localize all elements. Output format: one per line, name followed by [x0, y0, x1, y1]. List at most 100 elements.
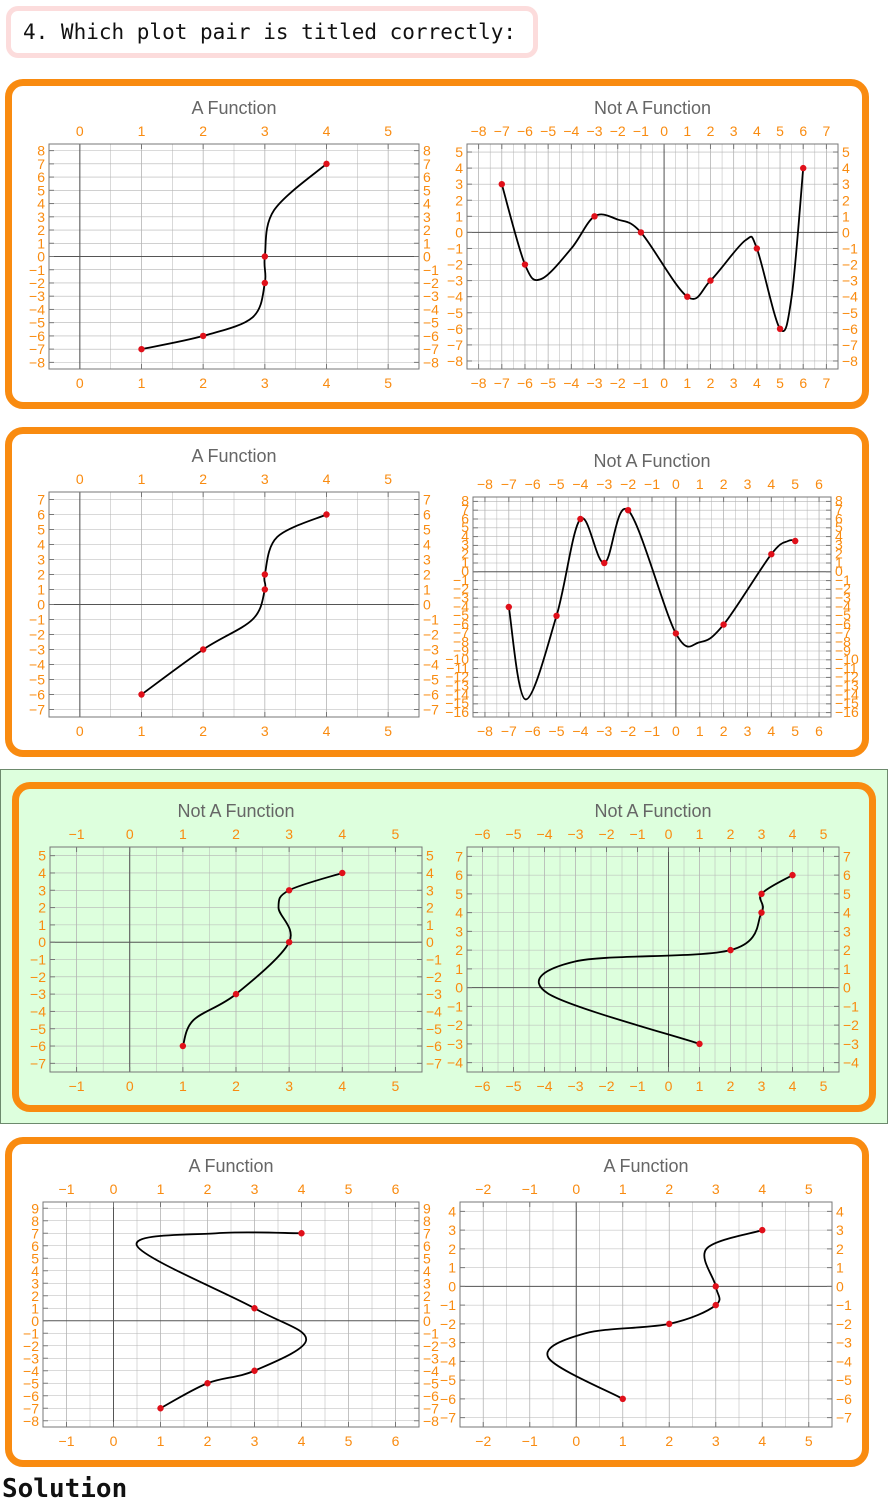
y-tick-label-left: −1 [447, 998, 463, 1014]
y-tick-label-left: 6 [37, 169, 45, 185]
x-tick-label-bottom: 5 [776, 375, 784, 391]
y-tick-label-left: 3 [455, 176, 463, 192]
plot-title-p1-left: A Function [191, 98, 276, 118]
y-tick-label-left: 1 [31, 1300, 39, 1316]
y-tick-label-left: −15 [445, 695, 469, 711]
x-tick-label-top: −1 [630, 826, 646, 842]
data-point-p1-right-4 [684, 293, 691, 300]
y-tick-label-right: 8 [423, 143, 431, 159]
y-tick-label-right: −2 [423, 627, 439, 643]
y-tick-label-left: 1 [37, 582, 45, 598]
x-tick-label-top: 0 [660, 123, 668, 139]
x-tick-label-bottom: 3 [730, 375, 738, 391]
x-tick-label-bottom: −6 [525, 723, 541, 739]
x-tick-label-top: −6 [517, 123, 533, 139]
y-tick-label-right: 4 [836, 1203, 844, 1219]
y-tick-label-right: −5 [423, 315, 439, 331]
y-tick-label-right: 4 [423, 537, 431, 553]
y-tick-label-left: 5 [37, 522, 45, 538]
plot-title-p3-left: Not A Function [177, 801, 294, 821]
y-tick-label-right: −2 [835, 581, 851, 597]
x-tick-label-bottom: 1 [138, 723, 146, 739]
y-tick-label-left: 3 [38, 882, 46, 898]
y-tick-label-left: −4 [447, 1055, 463, 1071]
x-tick-label-top: 0 [126, 826, 134, 842]
y-tick-label-right: −6 [835, 616, 851, 632]
plot-title-p1-right: Not A Function [594, 98, 711, 118]
y-tick-label-left: 5 [38, 848, 46, 864]
y-tick-label-left: −4 [453, 598, 469, 614]
y-tick-label-left: −2 [447, 257, 463, 273]
y-tick-label-left: −4 [23, 1363, 39, 1379]
answer-option-2[interactable]: 0 0 1 1 2 2 3 3 4 4 5 5 −7 −7 −6 −6 −5 −5 −4 −4 −3 −3 −2 −2 −1 −1… [5, 427, 869, 757]
y-tick-label-right: 0 [423, 249, 431, 265]
y-tick-label-left: 7 [37, 492, 45, 508]
y-tick-label-right: −1 [835, 572, 851, 588]
x-tick-label-bottom: −1 [630, 1078, 646, 1094]
y-tick-label-left: −4 [29, 657, 45, 673]
x-tick-label-bottom: −4 [563, 375, 579, 391]
y-tick-label-left: −3 [30, 986, 46, 1002]
x-tick-label-bottom: −1 [644, 723, 660, 739]
y-tick-label-right: 3 [842, 176, 850, 192]
y-tick-label-right: 2 [835, 546, 843, 562]
y-tick-label-right: 5 [843, 886, 851, 902]
x-tick-label-top: −2 [599, 826, 615, 842]
x-tick-label-top: 1 [179, 826, 187, 842]
x-tick-label-top: 2 [232, 826, 240, 842]
y-tick-label-left: 2 [455, 192, 463, 208]
answer-option-3[interactable]: −1 −1 0 0 1 1 2 2 3 3 4 4 5 5 −7 −7 −6 −6 −5 −5 −4 −4 −3 −3 −2 −2… [12, 782, 876, 1112]
y-tick-label-left: 1 [461, 554, 469, 570]
y-tick-label-left: 4 [38, 865, 46, 881]
x-tick-label-bottom: −2 [610, 375, 626, 391]
x-tick-label-bottom: 0 [665, 1078, 673, 1094]
y-tick-label-right: −1 [423, 1325, 439, 1341]
y-tick-label-right: −3 [426, 986, 442, 1002]
data-point-p4-left-4 [298, 1230, 305, 1237]
y-tick-label-left: 7 [455, 848, 463, 864]
y-tick-label-right: 0 [423, 597, 431, 613]
x-tick-label-top: −6 [525, 476, 541, 492]
y-tick-label-left: −2 [30, 969, 46, 985]
y-tick-label-right: −2 [423, 1338, 439, 1354]
y-tick-label-left: 4 [448, 1203, 456, 1219]
y-tick-label-right: −1 [423, 262, 439, 278]
x-tick-label-top: −1 [633, 123, 649, 139]
x-tick-label-bottom: −8 [477, 723, 493, 739]
data-point-p2-right-3 [601, 559, 608, 567]
answer-option-1[interactable]: 0 0 1 1 2 2 3 3 4 4 5 5 −8 −8 −7 −7 −6 −6 −5 −5 −4 −4 −3 −3 −2 −2… [5, 79, 869, 409]
y-tick-label-right: 3 [423, 209, 431, 225]
y-tick-label-left: 4 [455, 905, 463, 921]
y-tick-label-left: 9 [31, 1200, 39, 1216]
grid-p2-left [48, 492, 420, 717]
x-tick-label-top: −2 [620, 476, 636, 492]
y-tick-label-right: −12 [835, 669, 859, 685]
x-tick-label-top: 0 [672, 476, 680, 492]
x-tick-label-top: 3 [730, 123, 738, 139]
x-tick-label-bottom: 4 [323, 375, 331, 391]
data-point-p1-left-1 [199, 332, 207, 340]
y-tick-label-left: 3 [455, 923, 463, 939]
x-tick-label-bottom: 5 [392, 1078, 400, 1094]
x-tick-label-bottom: −4 [572, 723, 588, 739]
y-tick-label-right: −5 [842, 305, 858, 321]
y-tick-label-right: −15 [835, 695, 859, 711]
y-tick-label-left: 4 [31, 1263, 39, 1279]
y-tick-label-right: −6 [836, 1391, 852, 1407]
y-tick-label-right: −1 [836, 1297, 852, 1313]
y-tick-label-left: −1 [23, 1325, 39, 1341]
y-tick-label-right: 0 [426, 934, 434, 950]
x-tick-label-top: 1 [138, 471, 146, 487]
y-tick-label-right: 6 [835, 510, 843, 526]
y-tick-label-left: −4 [30, 1003, 46, 1019]
y-tick-label-right: −6 [426, 1038, 442, 1054]
y-tick-label-right: −8 [423, 1413, 439, 1429]
y-tick-label-right: 1 [843, 961, 851, 977]
y-tick-label-right: 1 [423, 582, 431, 598]
y-tick-label-right: −5 [423, 1375, 439, 1391]
x-tick-label-top: 5 [345, 1181, 353, 1197]
y-tick-label-right: −2 [426, 969, 442, 985]
y-tick-label-left: −4 [29, 301, 45, 317]
y-tick-label-left: 6 [461, 510, 469, 526]
answer-option-4[interactable]: −1 −1 0 0 1 1 2 2 3 3 4 4 5 5 6 6 −8 −8 −7 −7 −6 −6 −5 −5 −4 −4 −3… [5, 1137, 869, 1467]
